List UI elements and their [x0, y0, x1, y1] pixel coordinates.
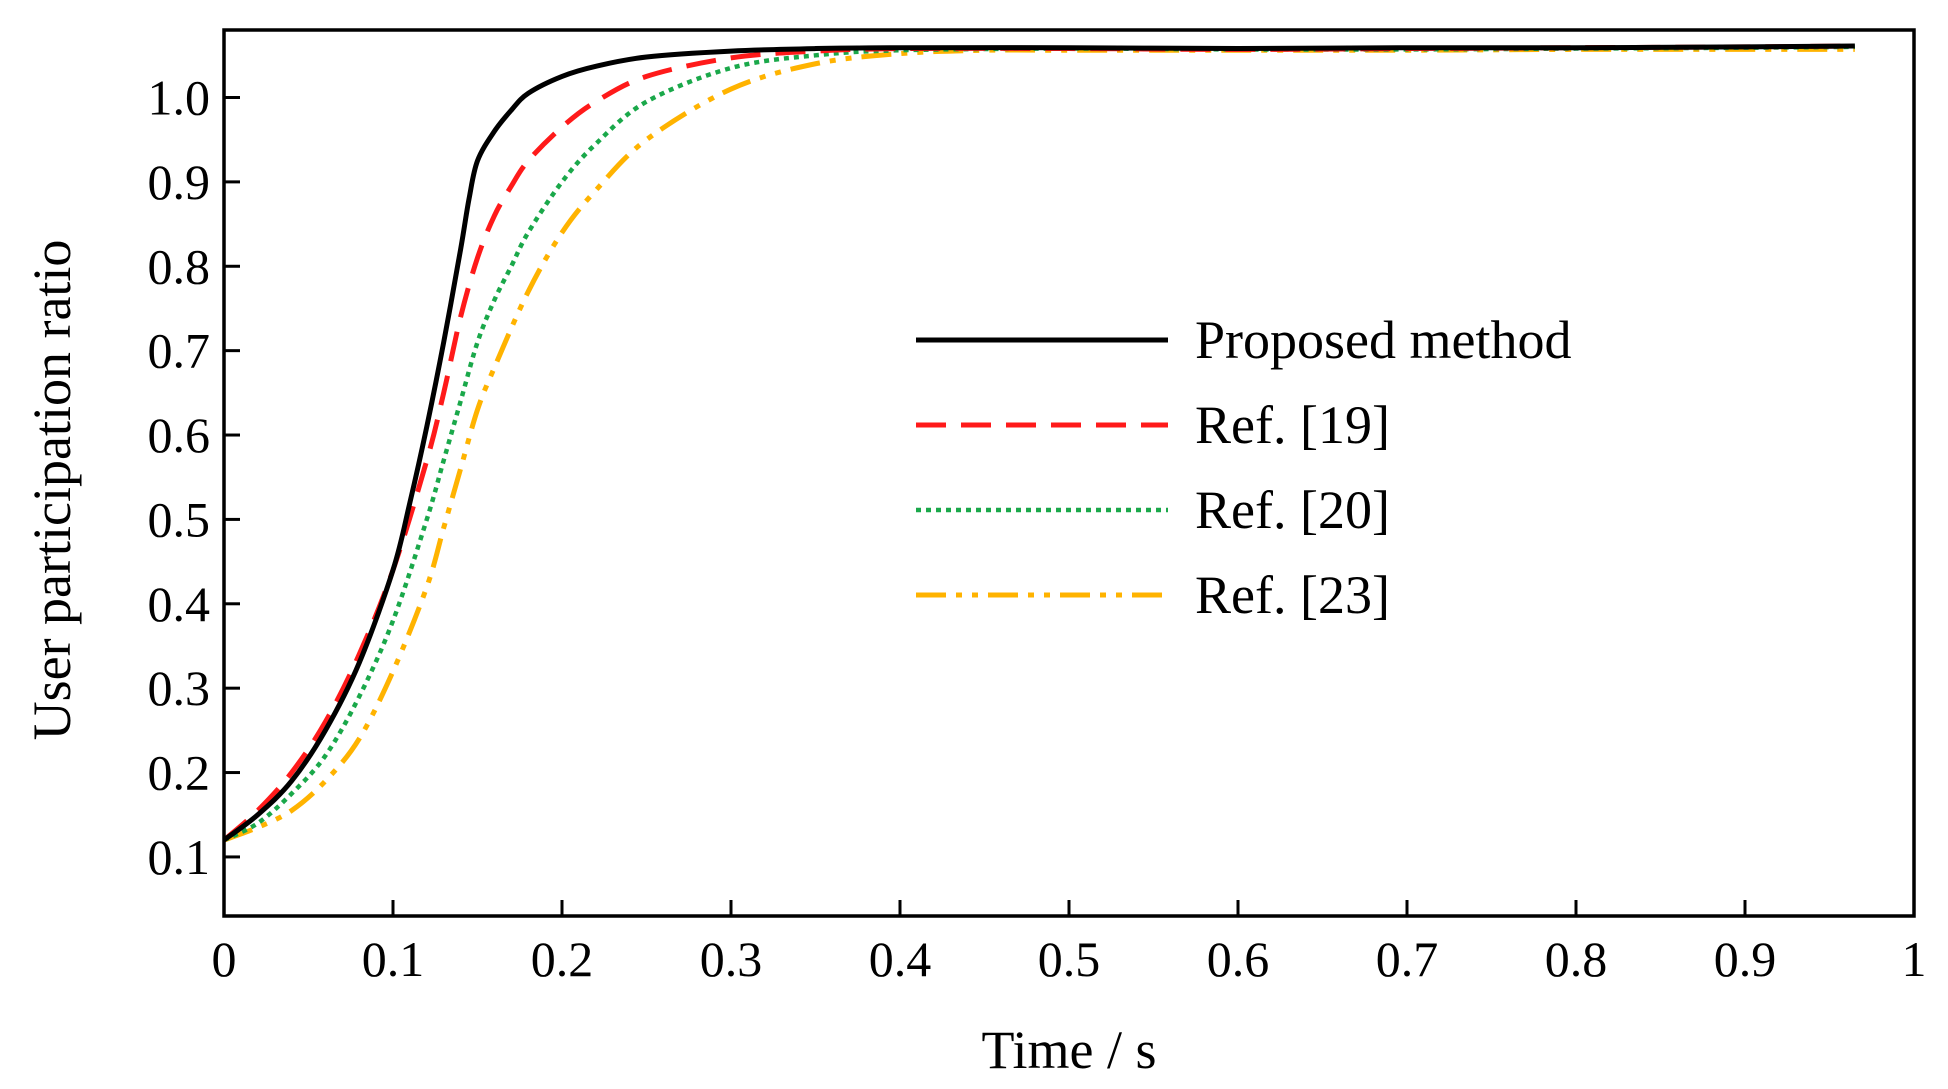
series-line-0: [222, 43, 1855, 843]
y-tick-label: 0.2: [148, 745, 211, 801]
x-tick-label: 1: [1902, 931, 1927, 987]
legend-label-1: Ref. [19]: [1195, 395, 1390, 455]
x-tick-label: 0: [212, 931, 237, 987]
y-tick-label: 0.5: [148, 491, 211, 547]
x-tick-label: 0.9: [1714, 931, 1777, 987]
y-tick-label: 0.9: [148, 154, 211, 210]
y-tick-label: 0.7: [148, 323, 211, 379]
legend: Proposed method Ref. [19] Ref. [20] Ref. [2…: [916, 310, 1571, 625]
y-tick-label: 0.8: [148, 238, 211, 294]
plot-area: [222, 43, 1855, 843]
y-axis: 0.1 0.2 0.3 0.4 0.5 0.6 0.7 0.8 0.9 1.0: [148, 70, 240, 885]
y-tick-label: 0.3: [148, 660, 211, 716]
x-axis-label: Time / s: [981, 1020, 1156, 1080]
x-axis: 0 0.1 0.2 0.3 0.4 0.5 0.6 0.7 0.8 0.9 1: [212, 900, 1927, 987]
x-tick-label: 0.3: [700, 931, 763, 987]
x-tick-label: 0.4: [869, 931, 932, 987]
x-tick-label: 0.6: [1207, 931, 1270, 987]
legend-label-3: Ref. [23]: [1195, 565, 1390, 625]
x-tick-label: 0.2: [531, 931, 594, 987]
y-tick-label: 0.1: [148, 829, 211, 885]
legend-label-0: Proposed method: [1195, 310, 1571, 370]
y-axis-label: User participation ratio: [22, 240, 82, 741]
x-tick-label: 0.8: [1545, 931, 1608, 987]
y-tick-label: 1.0: [148, 70, 211, 126]
y-tick-label: 0.4: [148, 576, 211, 632]
legend-label-2: Ref. [20]: [1195, 480, 1390, 540]
x-tick-label: 0.7: [1376, 931, 1439, 987]
x-tick-label: 0.5: [1038, 931, 1101, 987]
y-tick-label: 0.6: [148, 407, 211, 463]
x-tick-label: 0.1: [362, 931, 425, 987]
